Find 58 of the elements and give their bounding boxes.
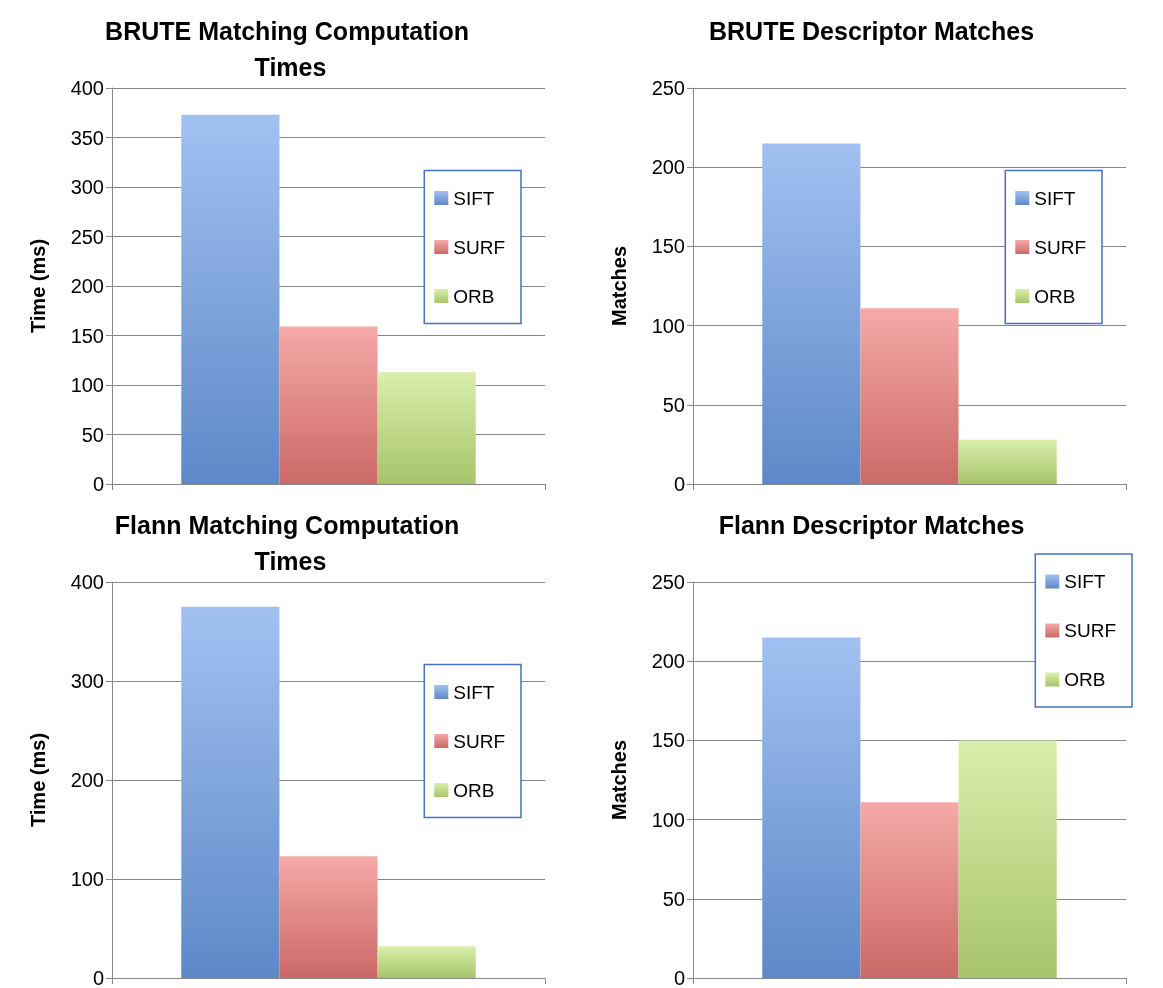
y-tick-label: 50	[662, 393, 685, 416]
y-tick-label: 100	[651, 314, 685, 337]
bar	[860, 308, 959, 484]
y-tick-label: 250	[70, 225, 104, 248]
legend-label: SURF	[453, 730, 506, 752]
y-axis-title: Time (ms)	[27, 238, 49, 334]
y-tick-label: 50	[662, 887, 685, 910]
y-tick-label: 50	[81, 423, 104, 446]
legend-label: SURF	[453, 236, 506, 258]
y-tick-label: 150	[70, 324, 104, 347]
bar	[958, 439, 1057, 484]
y-axis-title: Time (ms)	[27, 732, 49, 828]
legend-label: ORB	[453, 285, 495, 307]
bar	[377, 946, 476, 978]
legend-label: SIFT	[453, 187, 495, 209]
bar	[181, 606, 280, 978]
y-axis-title: Matches	[608, 739, 630, 821]
y-tick-label: 0	[673, 967, 685, 988]
bar	[279, 326, 378, 484]
legend-label: ORB	[453, 779, 495, 801]
bar	[860, 802, 959, 978]
y-tick-label: 350	[70, 126, 104, 149]
y-tick-label: 100	[70, 374, 104, 396]
y-tick-label: 200	[651, 650, 685, 673]
legend-label: SURF	[1064, 620, 1117, 641]
y-tick-label: 200	[651, 156, 685, 179]
y-tick-label: 250	[651, 571, 685, 593]
legend-label: SIFT	[1064, 571, 1106, 592]
chart-title: BRUTE Descriptor Matches	[708, 17, 1035, 45]
y-tick-label: 400	[70, 77, 104, 99]
legend-label: SIFT	[1034, 187, 1076, 209]
y-tick-label: 100	[70, 868, 104, 890]
chart-title: BRUTE Matching Computation Times	[105, 17, 476, 81]
y-tick-label: 200	[70, 275, 104, 297]
bar	[279, 856, 378, 978]
chart-title: Flann Matching Computation Times	[114, 511, 467, 575]
bar	[762, 637, 861, 978]
y-tick-label: 200	[70, 769, 104, 791]
chart-title: Flann Descriptor Matches	[718, 511, 1025, 539]
y-tick-label: 0	[92, 967, 104, 988]
bar	[181, 114, 280, 484]
y-tick-label: 0	[673, 473, 685, 495]
y-tick-label: 300	[70, 670, 104, 692]
legend-label: ORB	[1034, 285, 1076, 307]
bar	[377, 372, 476, 484]
y-tick-label: 300	[70, 176, 104, 198]
y-axis-title: Matches	[608, 245, 630, 327]
y-tick-label: 100	[651, 808, 685, 831]
bar	[762, 143, 861, 484]
y-tick-label: 250	[651, 77, 685, 99]
y-tick-label: 0	[92, 473, 104, 495]
y-tick-label: 400	[70, 571, 104, 593]
legend-label: SURF	[1034, 236, 1087, 258]
bar	[958, 740, 1057, 978]
y-tick-label: 150	[651, 235, 685, 258]
y-tick-label: 150	[651, 729, 685, 752]
legend-label: ORB	[1064, 669, 1106, 690]
legend-label: SIFT	[453, 681, 495, 703]
